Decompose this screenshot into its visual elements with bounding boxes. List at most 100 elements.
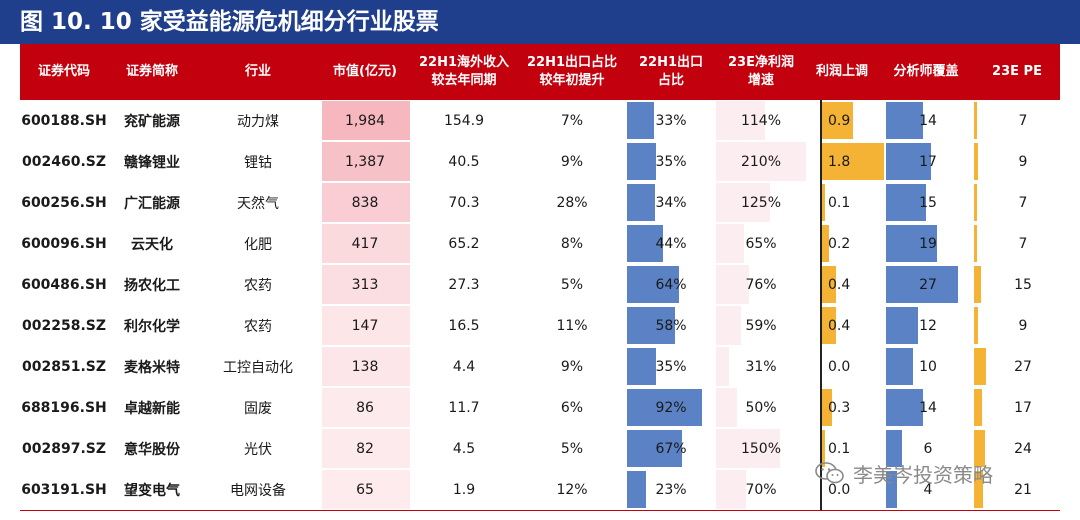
col-header-profit-rev: 利润上调 [815, 64, 868, 79]
pe-bar [974, 389, 982, 426]
stock-name: 广汇能源 [124, 195, 180, 212]
table-row: 600256.SH 广汇能源 天然气 838 70.3 28% 34% 125% 0.1 15 7 [20, 182, 1060, 223]
export-share-bar [627, 184, 655, 221]
overseas-value: 27.3 [448, 276, 480, 293]
np-growth-value: 125% [740, 194, 782, 211]
stock-name: 望变电气 [124, 482, 180, 499]
analysts-bar [886, 307, 918, 344]
industry: 化肥 [244, 236, 272, 253]
mktcap-value: 313 [351, 276, 379, 293]
stock-code: 600486.SH [21, 276, 107, 293]
np-growth-heat [716, 470, 746, 509]
profit-rev-value: 0.4 [828, 276, 851, 293]
overseas-value: 40.5 [448, 153, 480, 170]
np-growth-heat [716, 183, 770, 222]
overseas-value: 4.4 [452, 358, 476, 375]
export-share-value: 35% [655, 153, 687, 170]
np-growth-value: 59% [745, 317, 777, 334]
pe-bar [974, 348, 986, 385]
stock-name: 云天化 [131, 236, 173, 253]
export-up-value: 5% [560, 276, 584, 293]
stock-code: 002460.SZ [22, 153, 106, 170]
export-share-value: 23% [655, 481, 687, 498]
stock-name: 意华股份 [124, 441, 180, 458]
profit-rev-bar [822, 430, 826, 467]
col-header-overseas: 22H1海外收入 较去年同期 [418, 55, 510, 88]
table-row: 002851.SZ 麦格米特 工控自动化 138 4.4 9% 35% 31% 0.0 10 27 [20, 346, 1060, 387]
np-growth-heat [716, 101, 765, 140]
col-header-pe: 23E PE [992, 64, 1042, 79]
industry: 工控自动化 [223, 359, 293, 376]
export-share-value: 44% [655, 235, 687, 252]
industry: 动力煤 [237, 113, 279, 130]
pe-value: 27 [1014, 358, 1032, 375]
np-growth-value: 50% [745, 399, 777, 416]
pe-bar [974, 184, 978, 221]
stock-code: 603191.SH [21, 481, 107, 498]
stock-name: 卓越新能 [124, 400, 180, 417]
profit-rev-bar [822, 225, 829, 262]
col-header-export-up: 22H1出口占比 较年初提升 [526, 55, 618, 88]
np-growth-heat [716, 306, 742, 345]
export-share-value: 33% [655, 112, 687, 129]
export-up-value: 28% [556, 194, 588, 211]
industry: 农药 [244, 318, 272, 335]
mktcap-heat [322, 388, 410, 427]
mktcap-heat [322, 101, 410, 140]
stock-code: 002897.SZ [22, 440, 106, 457]
overseas-value: 1.9 [452, 481, 476, 498]
pe-value: 21 [1014, 481, 1032, 498]
analysts-value: 12 [919, 317, 937, 334]
stock-name: 扬农化工 [124, 277, 180, 294]
mktcap-heat [322, 183, 410, 222]
pe-bar [974, 225, 978, 262]
industry: 农药 [244, 277, 272, 294]
col-header-code: 证券代码 [37, 64, 90, 79]
table-row: 603191.SH 望变电气 电网设备 65 1.9 12% 23% 70% 0.0 4 21 [20, 469, 1060, 510]
np-growth-value: 65% [745, 235, 777, 252]
mktcap-value: 417 [351, 235, 379, 252]
overseas-value: 11.7 [448, 399, 480, 416]
stock-code: 002258.SZ [22, 317, 106, 334]
export-up-value: 7% [560, 112, 584, 129]
profit-rev-bar [822, 184, 826, 221]
pe-value: 7 [1018, 194, 1028, 211]
export-up-value: 6% [560, 399, 584, 416]
export-share-bar [627, 389, 703, 426]
export-share-bar [627, 430, 682, 467]
profit-rev-value: 0.4 [828, 317, 851, 334]
overseas-value: 154.9 [443, 112, 485, 129]
profit-rev-value: 0.3 [828, 399, 851, 416]
profit-rev-bar [822, 266, 836, 303]
pe-bar [974, 143, 978, 180]
profit-rev-bar [822, 389, 833, 426]
pe-value: 7 [1018, 235, 1028, 252]
np-growth-heat [716, 347, 730, 386]
profit-rev-bar [822, 102, 853, 139]
export-share-value: 34% [655, 194, 687, 211]
table-row: 002897.SZ 意华股份 光伏 82 4.5 5% 67% 150% 0.1 6 24 [20, 428, 1060, 469]
stock-name: 利尔化学 [124, 318, 180, 335]
mktcap-value: 65 [356, 481, 374, 498]
profit-rev-bar [822, 143, 884, 180]
mktcap-value: 147 [351, 317, 379, 334]
np-growth-heat [716, 388, 738, 427]
mktcap-heat [322, 347, 410, 386]
analysts-bar [886, 143, 932, 180]
pe-value: 7 [1018, 112, 1028, 129]
industry: 固废 [244, 400, 272, 417]
mktcap-value: 1,387 [344, 153, 386, 170]
export-share-bar [627, 102, 655, 139]
analysts-bar [886, 471, 897, 508]
industry: 电网设备 [230, 482, 286, 499]
analysts-value: 6 [923, 440, 933, 457]
analysts-value: 4 [923, 481, 933, 498]
table-row: 002460.SZ 赣锋锂业 锂钴 1,387 40.5 9% 35% 210% 1.8 17 9 [20, 141, 1060, 182]
export-up-value: 12% [556, 481, 588, 498]
np-growth-value: 210% [740, 153, 782, 170]
export-up-value: 8% [560, 235, 584, 252]
export-share-bar [627, 143, 656, 180]
export-share-bar [627, 348, 656, 385]
stock-name: 麦格米特 [124, 359, 180, 376]
stock-code: 002851.SZ [22, 358, 106, 375]
